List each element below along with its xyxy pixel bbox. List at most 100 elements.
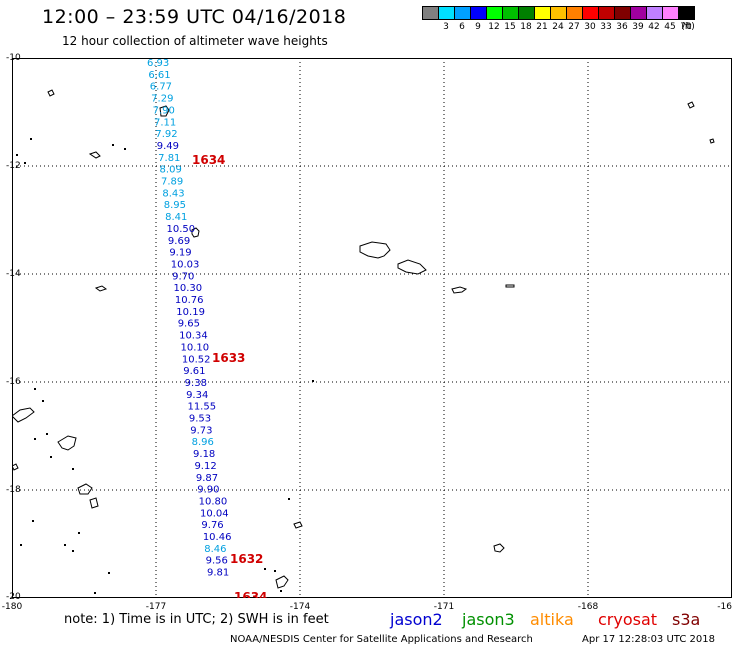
scale-swatch xyxy=(422,6,439,20)
scale-swatch xyxy=(470,6,487,20)
wave-height-label: 10.19 xyxy=(176,307,205,318)
scale-label: 21 xyxy=(536,22,548,32)
wave-height-label: 7.90 xyxy=(153,105,175,116)
scale-label: 45 xyxy=(664,22,676,32)
island-fiji-north xyxy=(12,407,35,423)
islet-dot xyxy=(42,400,44,402)
lon-tick-label: -168 xyxy=(577,602,599,612)
wave-height-label: 10.30 xyxy=(174,283,203,294)
small-dots xyxy=(16,138,314,594)
scale-label: 27 xyxy=(568,22,580,32)
scale-swatch xyxy=(678,6,695,20)
wave-height-label: 11.55 xyxy=(187,402,216,413)
wave-height-label: 9.81 xyxy=(207,568,229,579)
wave-height-label: 6.61 xyxy=(148,70,170,81)
scale-swatch xyxy=(534,6,551,20)
islet-dot xyxy=(312,380,314,382)
pass-time-label: 1634 xyxy=(192,153,225,167)
island-ne2 xyxy=(709,138,715,144)
wave-height-label: 8.95 xyxy=(164,200,186,211)
islet-dot xyxy=(34,388,36,390)
scale-swatch xyxy=(438,6,455,20)
islet-dot xyxy=(64,544,66,546)
credit-text: NOAA/NESDIS Center for Satellite Applica… xyxy=(230,634,533,645)
wave-height-label: 8.96 xyxy=(192,437,214,448)
wave-height-label: 10.52 xyxy=(182,354,211,365)
pass-time-label: 1634 xyxy=(234,590,267,598)
islet-dot xyxy=(124,148,126,150)
wave-height-label: 9.56 xyxy=(206,556,228,567)
scale-swatch xyxy=(630,6,647,20)
legend-altika: altika xyxy=(530,610,574,629)
scale-label: 3 xyxy=(443,22,449,32)
scale-swatch xyxy=(614,6,631,20)
islet-dot xyxy=(94,592,96,594)
color-scale-labels: 3 6 9 12 15 18 21 24 27 30 33 36 39 42 45 70 (ft) xyxy=(422,22,740,34)
islet-dot xyxy=(30,138,32,140)
wave-height-label: 9.53 xyxy=(189,414,211,425)
islet-dot xyxy=(24,162,26,164)
islet-dot xyxy=(20,544,22,546)
scale-swatch xyxy=(518,6,535,20)
wave-height-label: 8.43 xyxy=(162,188,184,199)
pass-times: 1634 1633 1632 1634 xyxy=(192,153,267,598)
lat-tick-label: -10 xyxy=(6,53,21,63)
wave-height-label: 9.12 xyxy=(194,461,216,472)
wave-height-label: 10.10 xyxy=(180,342,209,353)
scale-label: 39 xyxy=(632,22,644,32)
islet-dot xyxy=(72,468,74,470)
islet-dot xyxy=(288,498,290,500)
timestamp-text: Apr 17 12:28:03 UTC 2018 xyxy=(582,634,715,645)
page-title: 12:00 – 23:59 UTC 04/16/2018 xyxy=(42,6,347,28)
scale-label: 30 xyxy=(584,22,596,32)
island-track-1 xyxy=(191,227,200,238)
scale-swatch xyxy=(646,6,663,20)
coastlines xyxy=(12,89,715,589)
islet-dot xyxy=(72,550,74,552)
pass-time-label: 1632 xyxy=(230,552,263,566)
scale-swatch xyxy=(486,6,503,20)
legend-cryosat: cryosat xyxy=(598,610,658,629)
wave-height-label: 8.46 xyxy=(204,544,226,555)
island-fiji-4 xyxy=(89,497,99,509)
island-ne xyxy=(687,101,695,109)
scale-swatch xyxy=(662,6,679,20)
island-niue xyxy=(493,543,505,553)
scale-swatch xyxy=(566,6,583,20)
wave-height-label: 8.41 xyxy=(165,212,187,223)
islet-dot xyxy=(264,568,266,570)
wave-height-label: 9.73 xyxy=(190,425,212,436)
islet-dot xyxy=(50,456,52,458)
wave-height-label: 10.03 xyxy=(171,259,200,270)
islet-dot xyxy=(112,144,114,146)
islet-dot xyxy=(108,572,110,574)
wave-height-label: 9.61 xyxy=(183,366,205,377)
scale-label: 15 xyxy=(504,22,516,32)
scale-swatch xyxy=(550,6,567,20)
page-subtitle: 12 hour collection of altimeter wave hei… xyxy=(62,34,328,48)
wave-height-label: 7.81 xyxy=(158,153,180,164)
wave-height-label: 7.89 xyxy=(161,177,183,188)
scale-label: 18 xyxy=(520,22,532,32)
legend-s3a: s3a xyxy=(672,610,701,629)
lon-tick-label: -180 xyxy=(1,602,23,612)
wave-height-label: 9.76 xyxy=(201,520,223,531)
wave-height-label: 9.19 xyxy=(169,248,191,259)
lat-tick-label: -16 xyxy=(6,377,21,387)
pass-time-label: 1633 xyxy=(212,351,245,365)
islet-dot xyxy=(280,590,282,592)
wave-height-label: 10.04 xyxy=(200,508,229,519)
wave-height-label: 7.29 xyxy=(151,94,173,105)
scale-label: 24 xyxy=(552,22,564,32)
island-n2 xyxy=(88,151,101,159)
island-east-small xyxy=(451,286,468,294)
lon-tick-label: -177 xyxy=(145,602,167,612)
islet-dot xyxy=(274,570,276,572)
wave-height-label: 8.09 xyxy=(160,165,182,176)
lat-tick-label: -18 xyxy=(6,485,21,495)
wave-height-label: 9.49 xyxy=(157,141,179,152)
wave-height-label: 9.70 xyxy=(172,271,194,282)
altimeter-track: 6.936.616.777.297.907.117.929.497.818.09… xyxy=(147,58,231,579)
scale-swatch xyxy=(502,6,519,20)
wave-height-label: 10.46 xyxy=(203,532,232,543)
